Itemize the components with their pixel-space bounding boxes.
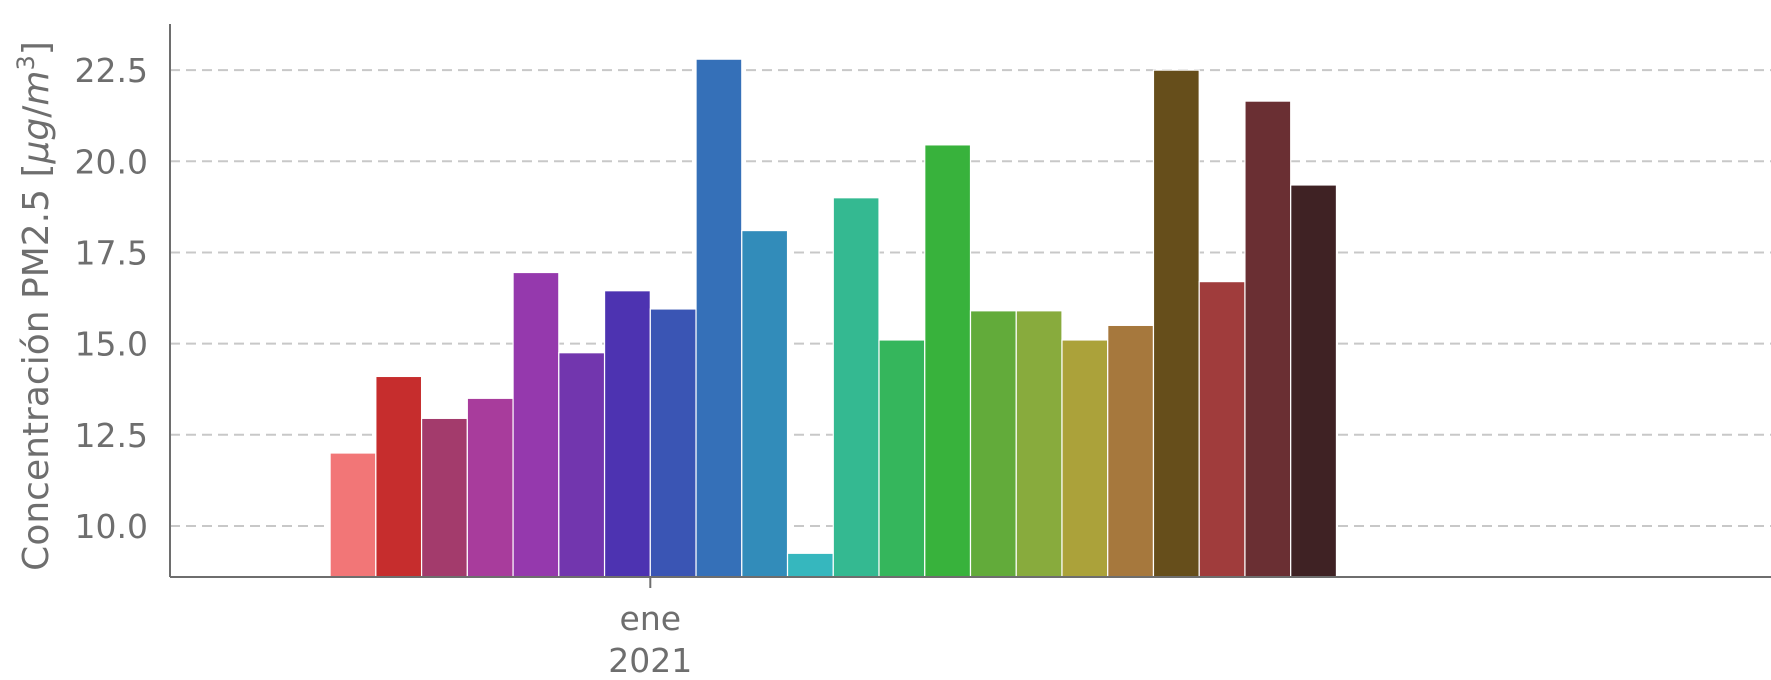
y-axis-label-unit-superscript: 3 [12,55,40,70]
y-axis-label-unit-slash: / [16,105,57,118]
bar-2021-01-01 [649,308,697,578]
x-tick-label-month: ene [620,599,682,638]
y-tick-label: 17.5 [75,233,148,272]
bar-2021-01-12 [1152,69,1200,578]
y-tick-label: 20.0 [75,142,148,181]
y-tick-label: 22.5 [75,51,148,90]
bar-2020-12-25 [329,452,377,578]
bar-2020-12-28 [466,397,514,578]
bar-2021-01-06 [878,339,926,578]
y-tick-labels: 10.0 12.5 15.0 17.5 20.0 22.5 [75,51,148,546]
bar-2020-12-31 [603,290,651,578]
axes [169,24,1771,588]
bar-2021-01-04 [786,552,834,578]
bar-2020-12-29 [512,271,560,578]
bar-2020-12-27 [420,417,468,578]
bar-2021-01-05 [832,197,880,578]
y-axis-label-suffix: ] [16,41,57,55]
x-tick-labels: ene 2021 [608,599,692,680]
y-axis-label: Concentración PM2.5 [μg/m3] [12,41,57,571]
bar-2021-01-11 [1107,324,1155,578]
bar-2021-01-03 [741,229,789,578]
x-tick-label-year: 2021 [608,641,692,680]
bar-2021-01-10 [1061,339,1109,578]
bar-2021-01-09 [1015,310,1063,578]
bars [329,58,1338,578]
y-axis-label-unit-mu: μ [16,141,57,165]
bar-2021-01-13 [1198,281,1246,578]
y-axis-label-unit-g: g [16,118,57,141]
y-axis-label-prefix: Concentración PM2.5 [ [16,164,57,571]
y-axis-label-unit-m: m [16,71,57,106]
bar-2021-01-14 [1244,100,1292,578]
y-tick-label: 12.5 [75,416,148,455]
y-tick-label: 10.0 [75,507,148,546]
bar-2021-01-08 [969,310,1017,578]
bar-2020-12-26 [375,375,423,578]
bar-2020-12-30 [558,352,606,578]
bar-2021-01-02 [695,58,743,578]
y-tick-label: 15.0 [75,325,148,364]
bar-2021-01-07 [924,144,972,578]
bar-2021-01-15 [1290,184,1338,578]
